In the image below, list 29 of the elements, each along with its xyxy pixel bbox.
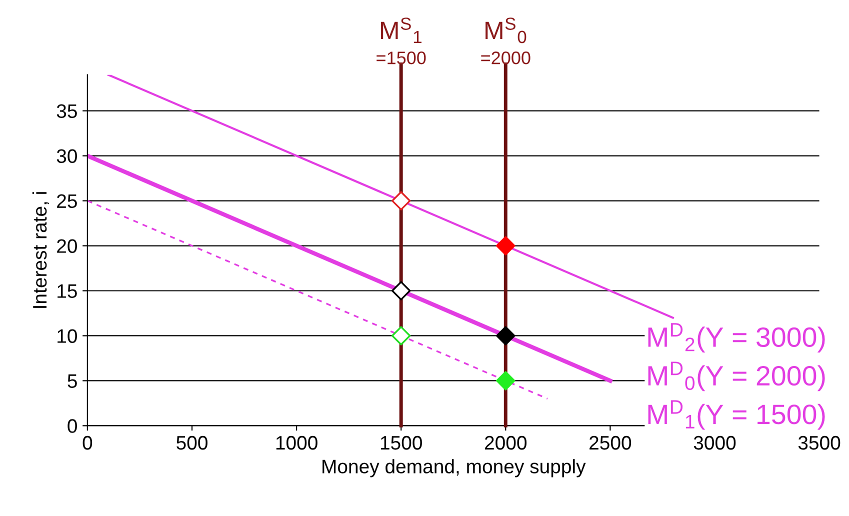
y-tick-label: 10 [58, 329, 77, 343]
x-tick-label: 0 [82, 436, 92, 450]
x-tick-label: 2500 [590, 436, 632, 450]
point [391, 281, 411, 300]
y-axis-title: Interest rate, i [32, 192, 49, 308]
ref-line-label: M$^{S}$$_{1}$ =1500 [376, 18, 426, 64]
x-tick-label: 500 [176, 436, 208, 450]
y-tick-label: 25 [57, 194, 77, 208]
x-tick-label: 1500 [380, 436, 422, 450]
x-tick-label: 3000 [694, 436, 736, 450]
point [391, 326, 411, 346]
x-tick-label: 1000 [276, 436, 318, 450]
point [496, 236, 516, 256]
y-tick-label: 20 [57, 239, 77, 253]
y-tick-label: 15 [58, 284, 77, 298]
x-tick-label: 2000 [484, 436, 527, 450]
y-tick-label: 30 [56, 149, 77, 164]
series-label: M$^{D}$$_{0}$(Y = 2000) [648, 362, 825, 392]
y-tick-label: 0 [68, 419, 77, 433]
y-tick-label: 5 [68, 374, 77, 388]
text: M$^{D}$$_{1}$(Y = 1500) [648, 400, 825, 430]
point [496, 371, 516, 390]
point [391, 191, 411, 210]
x-axis-title: Money demand, money supply [322, 459, 586, 478]
y-tick-label: 35 [56, 104, 77, 118]
point [496, 326, 516, 346]
ref-line-label: M$^{S}$$_{0}$ =2000 [481, 18, 530, 64]
series-label: M$^{D}$$_{2}$(Y = 3000) [648, 323, 825, 353]
x-tick-label: 3500 [798, 436, 840, 450]
